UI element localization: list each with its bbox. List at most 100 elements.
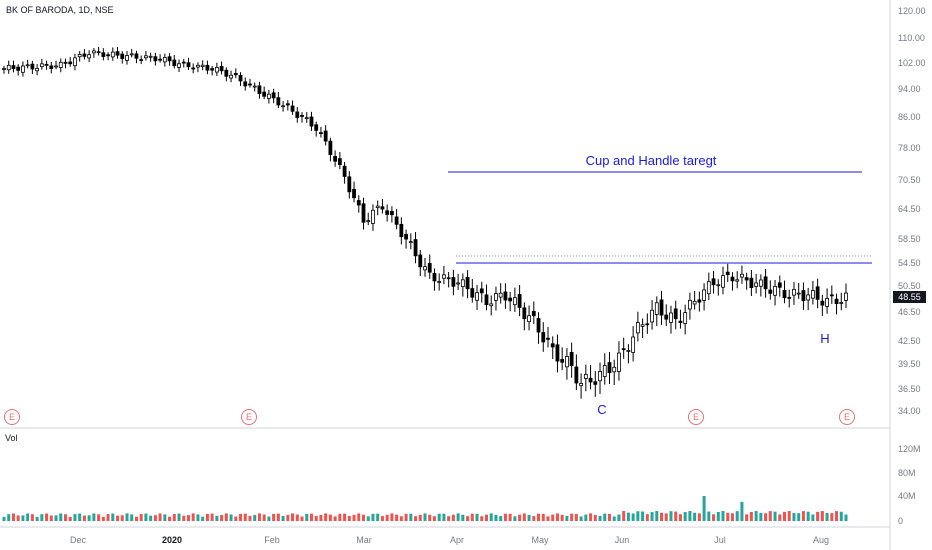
candle-body[interactable] xyxy=(224,69,229,77)
candle-body[interactable] xyxy=(385,210,390,215)
candle-body[interactable] xyxy=(820,300,825,306)
candle-body[interactable] xyxy=(257,85,262,94)
candle-body[interactable] xyxy=(389,211,394,216)
candle-body[interactable] xyxy=(238,75,243,82)
candle-body[interactable] xyxy=(295,111,300,118)
candle-body[interactable] xyxy=(300,115,304,117)
candle-body[interactable] xyxy=(527,315,531,323)
candle-body[interactable] xyxy=(11,65,16,70)
candle-body[interactable] xyxy=(248,83,252,86)
candle-body[interactable] xyxy=(214,67,219,73)
candle-body[interactable] xyxy=(650,309,654,323)
candle-body[interactable] xyxy=(716,284,721,287)
candle-body[interactable] xyxy=(73,57,77,67)
candle-body[interactable] xyxy=(711,278,716,286)
candle-body[interactable] xyxy=(702,289,706,301)
candle-body[interactable] xyxy=(139,59,144,62)
candle-body[interactable] xyxy=(243,81,248,87)
candle-body[interactable] xyxy=(512,297,517,306)
candle-body[interactable] xyxy=(153,56,158,62)
candle-body[interactable] xyxy=(304,117,309,120)
candle-body[interactable] xyxy=(413,239,418,257)
candle-body[interactable] xyxy=(442,274,446,279)
candle-body[interactable] xyxy=(342,165,347,177)
candle-body[interactable] xyxy=(829,294,834,297)
candle-body[interactable] xyxy=(645,323,650,326)
candle-body[interactable] xyxy=(49,65,54,70)
candle-body[interactable] xyxy=(328,140,333,156)
candle-body[interactable] xyxy=(782,290,787,299)
candle-body[interactable] xyxy=(673,308,678,320)
candle-body[interactable] xyxy=(252,85,257,88)
candle-body[interactable] xyxy=(796,292,801,295)
candle-body[interactable] xyxy=(399,223,404,238)
candle-body[interactable] xyxy=(806,294,811,301)
candle-body[interactable] xyxy=(749,277,754,288)
candle-body[interactable] xyxy=(39,63,44,68)
candle-body[interactable] xyxy=(101,52,106,57)
candle-body[interactable] xyxy=(768,289,773,294)
earnings-marker[interactable]: E xyxy=(4,409,20,425)
candle-body[interactable] xyxy=(181,61,186,64)
candle-body[interactable] xyxy=(460,279,465,287)
candle-body[interactable] xyxy=(162,57,167,63)
candle-body[interactable] xyxy=(498,292,503,298)
candle-body[interactable] xyxy=(177,63,181,68)
candle-body[interactable] xyxy=(110,51,115,58)
candle-body[interactable] xyxy=(205,64,210,71)
candle-body[interactable] xyxy=(456,282,461,285)
candle-body[interactable] xyxy=(730,276,735,282)
candle-body[interactable] xyxy=(404,233,408,240)
candle-body[interactable] xyxy=(191,67,196,70)
candle-body[interactable] xyxy=(63,61,68,64)
candle-body[interactable] xyxy=(522,307,527,320)
candle-body[interactable] xyxy=(144,55,148,59)
candle-body[interactable] xyxy=(266,93,271,99)
candle-body[interactable] xyxy=(134,53,139,59)
candle-body[interactable] xyxy=(569,351,574,367)
candle-body[interactable] xyxy=(810,290,815,299)
candle-body[interactable] xyxy=(276,97,281,106)
candle-body[interactable] xyxy=(115,51,120,56)
candle-body[interactable] xyxy=(337,158,342,166)
candle-body[interactable] xyxy=(106,54,110,57)
candle-body[interactable] xyxy=(560,359,565,363)
candle-body[interactable] xyxy=(801,290,806,301)
candle-body[interactable] xyxy=(196,64,200,68)
candle-body[interactable] xyxy=(508,297,513,302)
candle-body[interactable] xyxy=(706,281,711,295)
candle-body[interactable] xyxy=(366,220,371,223)
candle-body[interactable] xyxy=(546,337,550,340)
candle-body[interactable] xyxy=(593,381,598,385)
candle-body[interactable] xyxy=(517,294,522,308)
candle-body[interactable] xyxy=(555,344,560,362)
candle-body[interactable] xyxy=(361,203,366,223)
candle-body[interactable] xyxy=(120,53,125,59)
candle-body[interactable] xyxy=(96,51,101,54)
candle-body[interactable] xyxy=(844,292,848,301)
candle-body[interactable] xyxy=(314,124,319,131)
candle-body[interactable] xyxy=(172,59,177,66)
candle-body[interactable] xyxy=(323,130,328,142)
candle-body[interactable] xyxy=(77,53,82,58)
candle-body[interactable] xyxy=(683,312,688,324)
earnings-marker[interactable]: E xyxy=(688,409,704,425)
candle-body[interactable] xyxy=(408,241,413,244)
candle-body[interactable] xyxy=(612,366,617,373)
candle-body[interactable] xyxy=(281,105,285,108)
candle-body[interactable] xyxy=(773,285,777,296)
candle-body[interactable] xyxy=(792,288,796,296)
candle-body[interactable] xyxy=(375,205,380,209)
candle-body[interactable] xyxy=(602,365,607,377)
candle-body[interactable] xyxy=(352,188,356,199)
candle-body[interactable] xyxy=(44,63,49,66)
candle-body[interactable] xyxy=(583,373,588,379)
candle-body[interactable] xyxy=(380,206,385,210)
candle-body[interactable] xyxy=(541,332,546,343)
candle-body[interactable] xyxy=(25,64,30,67)
candle-body[interactable] xyxy=(91,50,96,54)
candle-body[interactable] xyxy=(21,65,25,73)
candle-body[interactable] xyxy=(427,263,432,273)
candle-body[interactable] xyxy=(669,312,673,323)
candle-body[interactable] xyxy=(35,68,40,72)
